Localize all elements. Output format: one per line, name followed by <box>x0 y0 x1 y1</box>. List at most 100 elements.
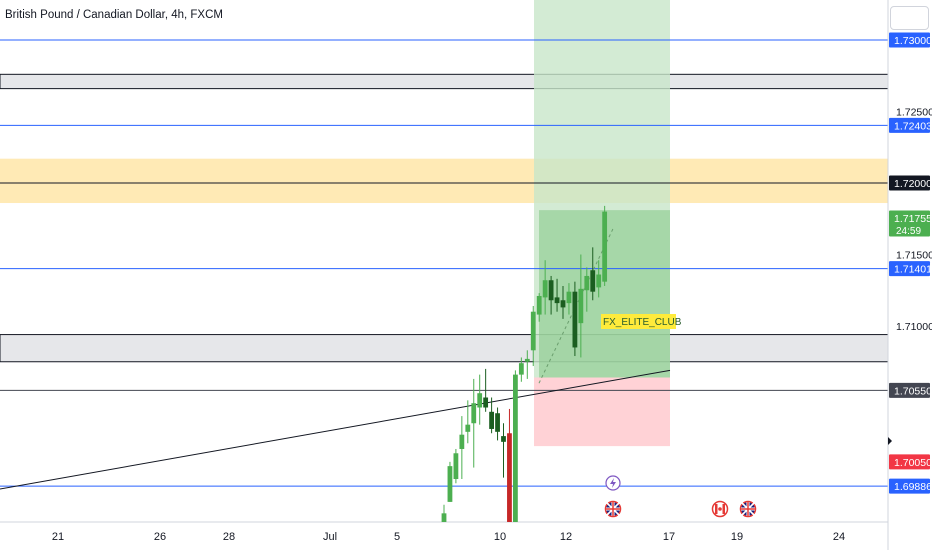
flash-icon[interactable] <box>605 475 621 491</box>
candle-body <box>518 363 524 375</box>
x-tick-label: 26 <box>154 531 166 543</box>
flag-band <box>722 504 725 514</box>
watermark-bg <box>601 314 676 329</box>
candle <box>477 374 483 425</box>
flag-leaf <box>718 507 722 511</box>
orange-zone <box>0 158 888 204</box>
candle-body <box>596 274 602 288</box>
x-tick-label: 5 <box>394 531 400 543</box>
x-tick-label: 21 <box>52 531 64 543</box>
candle <box>453 448 459 484</box>
uk-flag-icon[interactable] <box>739 500 757 518</box>
price-tag-text: 1.72000 <box>894 178 932 190</box>
candle-body <box>483 397 489 408</box>
candle <box>459 416 465 480</box>
x-tick-label: 10 <box>494 531 506 543</box>
price-tag-bg <box>889 382 930 398</box>
price-tag-bg <box>889 175 930 191</box>
flag-band <box>715 504 718 514</box>
price-tag: 1.73000 <box>889 32 932 48</box>
candle <box>560 285 566 319</box>
watermark-text: FX_ELITE_CLUB <box>603 317 682 328</box>
axis-arrow-icon <box>888 437 892 445</box>
x-tick-label: 17 <box>663 531 675 543</box>
price-tag-bg <box>889 261 930 277</box>
x-tick-label: 19 <box>731 531 743 543</box>
stop-price-tag: 1.70050 <box>889 454 932 470</box>
candle <box>489 397 494 434</box>
candle-body <box>477 393 483 408</box>
canada-flag-icon[interactable] <box>711 500 729 518</box>
price-tag: 1.72403 <box>889 117 932 133</box>
candle-body <box>453 453 459 480</box>
candle <box>530 305 536 367</box>
candle-body <box>566 291 572 304</box>
candle-body <box>542 280 548 298</box>
candle <box>554 278 560 312</box>
candle <box>518 357 524 382</box>
candle-body <box>465 424 471 432</box>
candle-body <box>554 297 560 304</box>
chart-title: British Pound / Canadian Dollar, 4h, FXC… <box>5 9 223 21</box>
candle <box>572 281 578 357</box>
chart-corner-button[interactable] <box>890 6 929 30</box>
current-price-tag-bg <box>889 210 930 237</box>
candle-body <box>447 466 453 502</box>
candle-body <box>584 275 590 291</box>
price-tag-text: 1.71401 <box>894 264 932 276</box>
uk-flag-icon[interactable] <box>604 500 622 518</box>
price-tag-bg <box>889 117 930 133</box>
price-tag-text: 1.69886 <box>894 481 932 493</box>
candle-body <box>548 280 554 301</box>
candle-body <box>459 434 465 449</box>
candle-body <box>441 513 447 522</box>
candle-body <box>507 433 512 522</box>
flash-bolt <box>610 478 616 488</box>
price-tag-bg <box>889 478 930 494</box>
candle <box>602 205 608 286</box>
price-tag: 1.71401 <box>889 261 932 277</box>
loss-zone <box>534 377 670 447</box>
price-tag: 1.69886 <box>889 478 932 494</box>
candle <box>513 370 518 522</box>
price-tag-text: 1.73000 <box>894 35 932 47</box>
candle-body <box>560 300 566 308</box>
candle <box>542 260 548 315</box>
candle <box>471 378 477 468</box>
candle <box>465 400 471 444</box>
candle <box>501 423 506 478</box>
candle-body <box>513 374 518 522</box>
candle <box>590 247 596 301</box>
stop-price-tag-bg <box>889 454 930 470</box>
current-price-tag-text: 1.71755 <box>894 213 932 225</box>
candle <box>507 408 512 522</box>
candle <box>548 275 554 315</box>
price-tag-bg <box>889 32 930 48</box>
candle <box>596 260 602 298</box>
candle <box>536 293 542 322</box>
candle <box>441 504 447 522</box>
candle <box>483 368 489 412</box>
price-tag-text: 1.72403 <box>894 120 932 132</box>
price-tag: 1.72000 <box>889 175 932 191</box>
candle <box>584 267 590 312</box>
candle-body <box>590 270 596 292</box>
candle-body <box>578 288 584 324</box>
candle <box>524 350 530 379</box>
x-tick-label: 24 <box>833 531 845 543</box>
price-tag-text: 1.70550 <box>894 385 932 397</box>
candle <box>578 254 584 358</box>
x-tick-label: Jul <box>323 531 337 543</box>
candle-body <box>471 403 477 424</box>
candle-body <box>495 413 500 432</box>
candle-body <box>489 411 494 429</box>
candle-body <box>602 211 608 282</box>
candle-body <box>536 295 542 315</box>
gray-zone <box>0 73 889 90</box>
y-tick-label: 1.71500 <box>896 250 932 262</box>
candle-body <box>530 311 536 351</box>
candle-body <box>501 436 506 442</box>
